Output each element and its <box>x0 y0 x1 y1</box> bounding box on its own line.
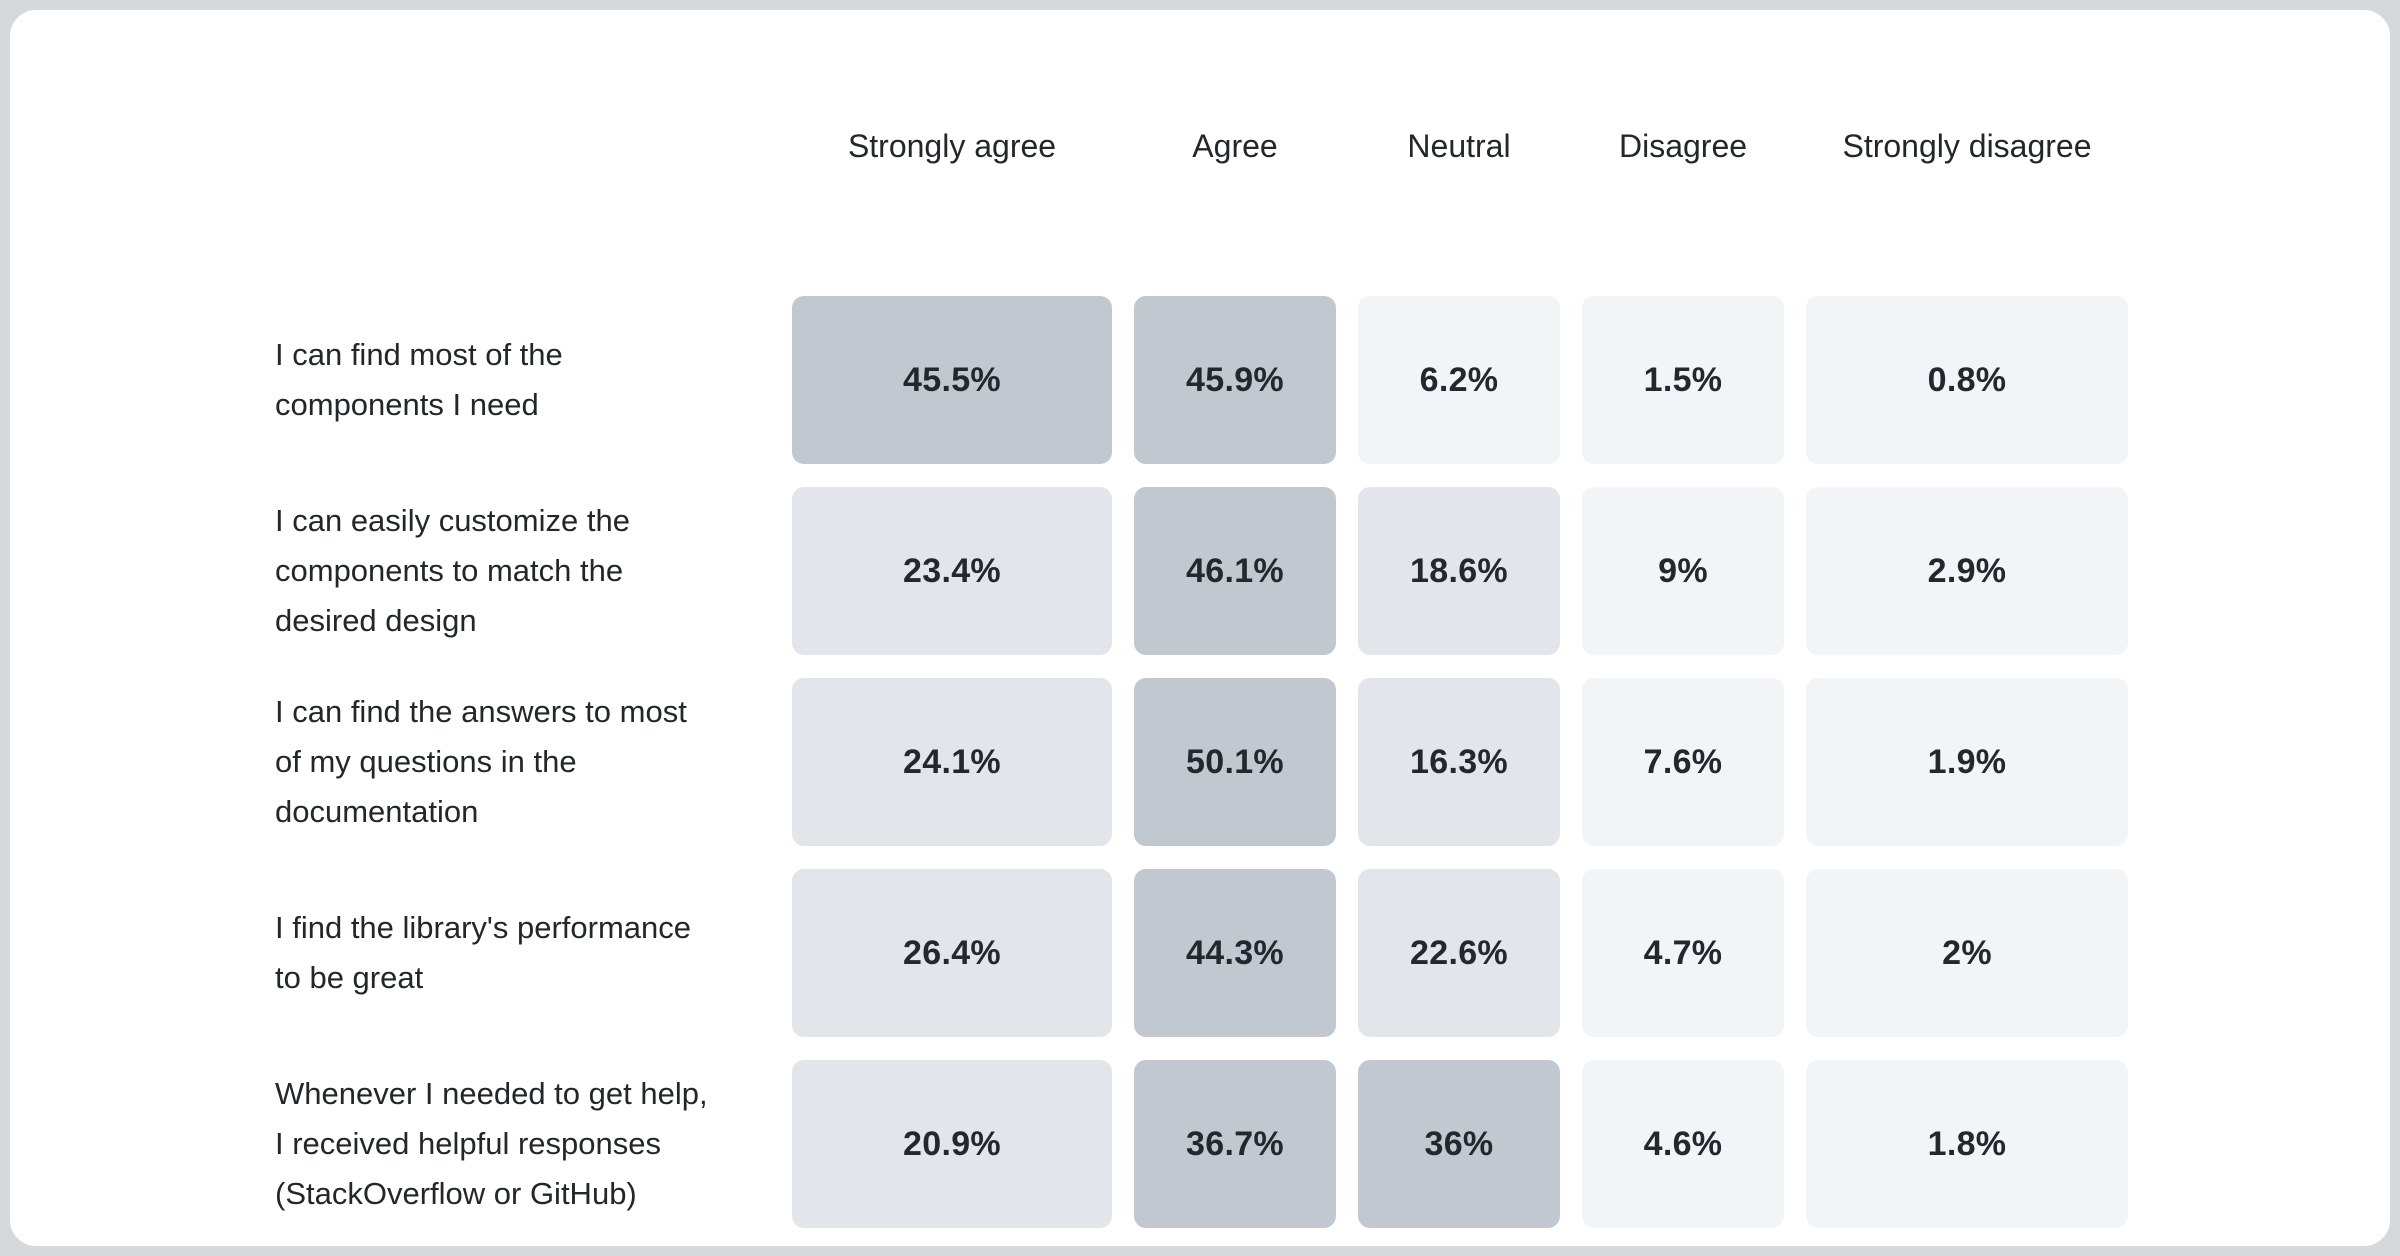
row-label-line: of my questions in the <box>275 744 577 779</box>
heatmap-cell-neutral: 18.6% <box>1358 487 1560 655</box>
row-label-line: components I need <box>275 387 539 422</box>
row-label-line: components to match the <box>275 553 624 588</box>
heatmap-cell-disagree: 4.7% <box>1582 869 1784 1037</box>
table-corner-spacer <box>275 105 770 187</box>
heatmap-cell-agree: 44.3% <box>1134 869 1336 1037</box>
heatmap-cell-strongly-disagree: 2.9% <box>1806 487 2128 655</box>
column-header-agree: Agree <box>1192 127 1278 164</box>
heatmap-cell-strongly-agree: 26.4% <box>792 869 1112 1037</box>
row-label-line: documentation <box>275 794 479 829</box>
row-label-line: I can find most of the <box>275 337 563 372</box>
column-header-strongly-agree: Strongly agree <box>847 127 1057 164</box>
heatmap-cell-strongly-agree: 24.1% <box>792 678 1112 846</box>
column-header-disagree: Disagree <box>1618 127 1748 164</box>
row-label-line: to be great <box>275 960 424 995</box>
row-label-whenever-i-needed-to-get-help: Whenever I needed to get help, I received… <box>275 1060 770 1228</box>
heatmap-cell-agree: 45.9% <box>1134 296 1336 464</box>
heatmap-cell-disagree: 7.6% <box>1582 678 1784 846</box>
column-header-strongly-disagree: Strongly disagree <box>1842 127 2092 164</box>
heatmap-cell-agree: 36.7% <box>1134 1060 1336 1228</box>
heatmap-cell-disagree: 9% <box>1582 487 1784 655</box>
row-label-line: (StackOverflow or GitHub) <box>275 1176 637 1211</box>
heatmap-cell-agree: 46.1% <box>1134 487 1336 655</box>
heatmap-cell-disagree: 1.5% <box>1582 296 1784 464</box>
row-label-i-can-find-most-of-the: I can find most of the components I need <box>275 296 770 464</box>
heatmap-cell-agree: 50.1% <box>1134 678 1336 846</box>
heatmap-cell-strongly-agree: 45.5% <box>792 296 1112 464</box>
heatmap-cell-strongly-disagree: 1.9% <box>1806 678 2128 846</box>
heatmap-cell-disagree: 4.6% <box>1582 1060 1784 1228</box>
heatmap-cell-strongly-disagree: 0.8% <box>1806 296 2128 464</box>
heatmap-cell-strongly-disagree: 1.8% <box>1806 1060 2128 1228</box>
column-header-neutral: Neutral <box>1407 127 1511 164</box>
row-label-line: I received helpful responses <box>275 1126 662 1161</box>
survey-results-card: Strongly agree Agree Neutral Disagree Strong… <box>10 10 2390 1246</box>
heatmap-cell-strongly-agree: 20.9% <box>792 1060 1112 1228</box>
row-label-line: Whenever I needed to get help, <box>275 1076 708 1111</box>
row-label-line: I can easily customize the <box>275 503 630 538</box>
row-label-line: I find the library's performance <box>275 910 691 945</box>
row-label-i-find-the-library-s-performance: I find the library's performance to be gr… <box>275 869 770 1037</box>
heatmap-cell-neutral: 6.2% <box>1358 296 1560 464</box>
row-label-i-can-easily-customize-the: I can easily customize the components to … <box>275 487 770 655</box>
heatmap-cell-neutral: 16.3% <box>1358 678 1560 846</box>
likert-heatmap-table: Strongly agree Agree Neutral Disagree Strong… <box>275 105 2128 1228</box>
row-label-line: desired design <box>275 603 477 638</box>
heatmap-cell-strongly-agree: 23.4% <box>792 487 1112 655</box>
heatmap-cell-neutral: 22.6% <box>1358 869 1560 1037</box>
row-label-line: I can find the answers to most <box>275 694 687 729</box>
heatmap-cell-strongly-disagree: 2% <box>1806 869 2128 1037</box>
row-label-i-can-find-the-answers-to-most: I can find the answers to most of my ques… <box>275 678 770 846</box>
heatmap-cell-neutral: 36% <box>1358 1060 1560 1228</box>
